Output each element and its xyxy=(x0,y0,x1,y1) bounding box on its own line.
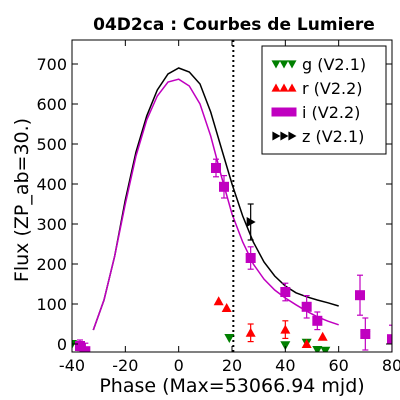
x-tick-label-5: 60 xyxy=(328,356,348,375)
point-i-10 xyxy=(387,334,392,345)
y-tick-label-5: 500 xyxy=(36,135,67,154)
x-tick-label-2: 0 xyxy=(174,356,184,375)
point-g-1 xyxy=(224,334,235,343)
legend-label-r: r (V2.2) xyxy=(302,79,363,98)
legend: g (V2.1) r (V2.2) i (V2.2) z (V2.1) xyxy=(261,45,387,155)
point-r-0 xyxy=(213,296,224,306)
point-i-6 xyxy=(301,301,312,312)
point-r-4 xyxy=(301,339,312,348)
legend-marker-r-0 xyxy=(271,83,281,92)
y-tick-label-2: 200 xyxy=(36,255,67,274)
point-i-1 xyxy=(80,346,91,352)
y-tick-label-4: 400 xyxy=(36,175,67,194)
x-tick-label-3: 20 xyxy=(222,356,242,375)
legend-marker-g-2 xyxy=(287,60,297,69)
legend-marker-g-0 xyxy=(271,60,281,69)
legend-marker-i-2 xyxy=(287,107,297,117)
legend-marker-r-1 xyxy=(279,83,289,92)
y-axis-title: Flux (ZP_ab=30.) xyxy=(11,118,33,282)
x-tick-label-1: -20 xyxy=(112,356,138,375)
x-tick-label-6: 80 xyxy=(382,356,400,375)
x-tick-label-4: 40 xyxy=(275,356,295,375)
model-curve-1 xyxy=(92,67,339,331)
plot-area: -40 -20 0 20 40 60 80 0 100 200 300 400 500 600 700 xyxy=(36,39,400,375)
point-i-7 xyxy=(312,315,323,326)
point-r-5 xyxy=(317,331,328,341)
y-tick-label-6: 600 xyxy=(36,95,67,114)
point-r-2 xyxy=(245,327,256,337)
point-i-3 xyxy=(219,181,229,192)
legend-label-z: z (V2.1) xyxy=(302,127,364,146)
legend-marker-z-1 xyxy=(280,131,289,141)
point-i-0 xyxy=(75,341,85,351)
point-g-5 xyxy=(320,346,331,352)
legend-label-i: i (V2.2) xyxy=(302,103,360,122)
y-tick-label-3: 300 xyxy=(36,215,67,234)
y-tick-label-0: 0 xyxy=(57,335,67,354)
legend-marker-z-0 xyxy=(272,131,281,141)
point-i-5 xyxy=(280,287,291,297)
point-g-2 xyxy=(280,341,291,351)
legend-marker-z-2 xyxy=(288,131,297,141)
point-i-2 xyxy=(211,163,221,173)
point-i-4 xyxy=(245,253,256,263)
legend-marker-r-2 xyxy=(287,83,297,92)
point-r-1 xyxy=(221,303,232,312)
x-tick-label-0: -40 xyxy=(59,356,85,375)
y-tick-label-1: 100 xyxy=(36,295,67,314)
point-r-3 xyxy=(280,324,291,334)
point-i-8 xyxy=(355,290,365,301)
legend-marker-g-1 xyxy=(279,60,289,69)
legend-marker-i-1 xyxy=(279,107,289,117)
point-z-0 xyxy=(246,217,256,227)
model-curve-2 xyxy=(92,78,339,331)
point-g-4 xyxy=(312,346,323,352)
x-axis-title: Phase (Max=53066.94 mjd) xyxy=(99,375,364,397)
point-i-9 xyxy=(360,329,371,339)
legend-marker-i-0 xyxy=(271,107,281,117)
y-tick-label-7: 700 xyxy=(36,55,67,74)
legend-label-g: g (V2.1) xyxy=(302,55,366,74)
chart-title: 04D2ca : Courbes de Lumiere xyxy=(93,15,375,35)
